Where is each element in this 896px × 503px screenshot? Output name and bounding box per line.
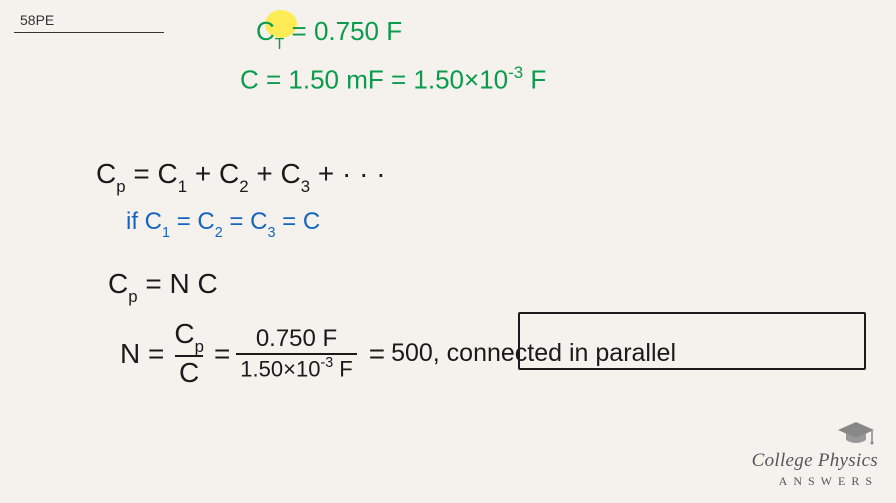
graduation-cap-icon [836,420,876,446]
fraction-symbolic: Cp C [170,320,208,387]
label-underline [14,32,164,33]
given-total-capacitance: CT = 0.750 F [256,16,402,51]
problem-number-label: 58PE [20,12,54,28]
given-single-capacitance: C = 1.50 mF = 1.50×10-3 F [240,64,546,96]
fraction-numeric: 0.750 F 1.50×10-3 F [236,327,356,380]
simplified-formula: Cp = N C [108,268,218,305]
equal-capacitors-condition: if C1 = C2 = C3 = C [126,208,320,239]
brand-logo-area: College Physics ANSWERS [752,450,878,489]
answer-box [518,312,866,370]
brand-title: College Physics [752,450,878,472]
brand-subtitle: ANSWERS [752,474,878,489]
parallel-capacitance-formula: Cp = C1 + C2 + C3 + · · · [96,158,386,195]
